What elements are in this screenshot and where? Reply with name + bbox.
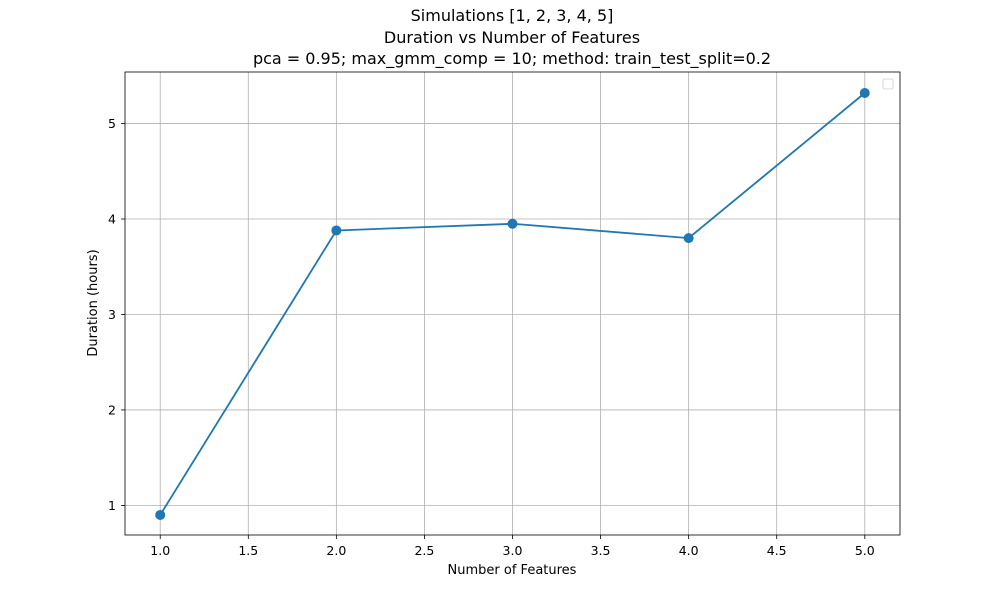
series-line bbox=[155, 88, 870, 520]
y-tick-label: 1 bbox=[108, 498, 116, 513]
data-point bbox=[507, 218, 518, 229]
x-axis-label: Number of Features bbox=[448, 563, 577, 578]
x-tick-label: 4.0 bbox=[679, 543, 699, 558]
y-tick-label: 5 bbox=[108, 116, 116, 131]
grid bbox=[125, 72, 900, 535]
y-tick-label: 3 bbox=[108, 307, 116, 322]
axes: 1.0 1.5 2.0 2.5 3.0 3.5 4.0 4.5 5.0 1 2 3 4 5 bbox=[108, 71, 901, 558]
x-tick-label: 2.0 bbox=[326, 543, 346, 558]
data-point bbox=[683, 233, 694, 244]
x-tick-label: 5.0 bbox=[855, 543, 875, 558]
y-tick-label: 2 bbox=[108, 402, 116, 417]
legend-box bbox=[882, 78, 894, 90]
y-tick-label: 4 bbox=[108, 212, 116, 227]
x-tick-label: 4.5 bbox=[767, 543, 787, 558]
legend bbox=[882, 78, 894, 90]
x-tick-label: 1.5 bbox=[238, 543, 258, 558]
title-line-2: Duration vs Number of Features bbox=[384, 28, 640, 47]
title-line-3: pca = 0.95; max_gmm_comp = 10; method: t… bbox=[253, 49, 771, 69]
y-axis-label: Duration (hours) bbox=[86, 249, 101, 356]
title-line-1: Simulations [1, 2, 3, 4, 5] bbox=[411, 6, 614, 25]
data-point bbox=[859, 88, 870, 99]
x-tick-label: 3.0 bbox=[503, 543, 523, 558]
x-tick-label: 2.5 bbox=[414, 543, 434, 558]
x-tick-label: 1.0 bbox=[150, 543, 170, 558]
data-point bbox=[155, 509, 166, 520]
plot-frame bbox=[124, 71, 901, 536]
data-point bbox=[331, 225, 342, 236]
chart-title: Simulations [1, 2, 3, 4, 5] Duration vs … bbox=[253, 6, 771, 69]
x-tick-label: 3.5 bbox=[591, 543, 611, 558]
